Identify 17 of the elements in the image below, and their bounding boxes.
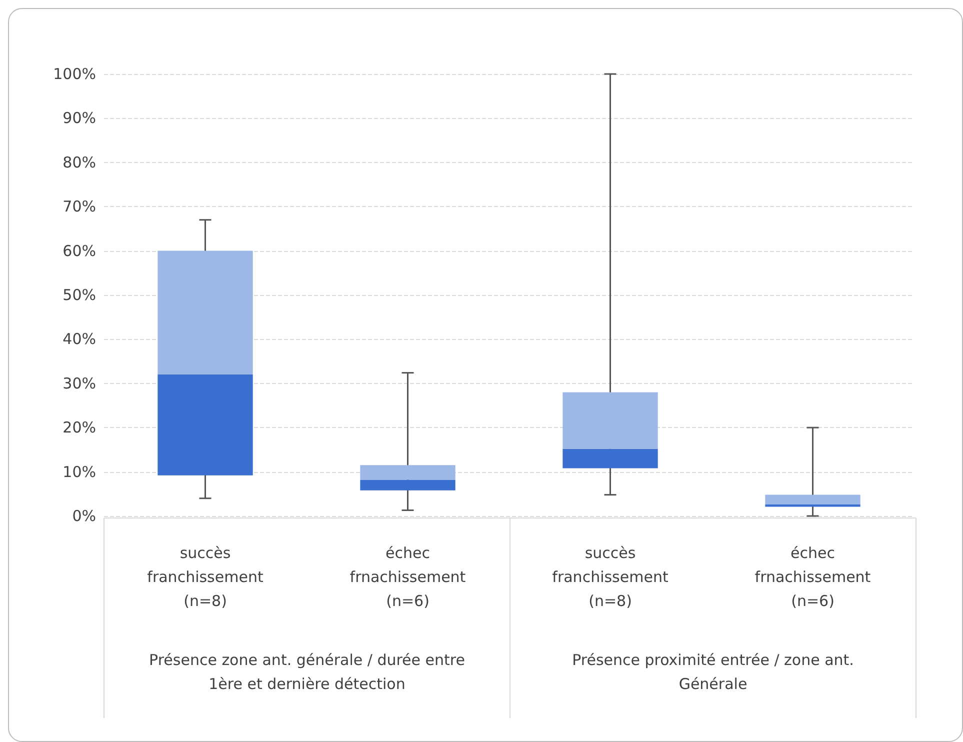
y-tick-label: 30% <box>62 374 96 392</box>
text: Présence proximité entrée / zone ant. Générale <box>572 651 854 693</box>
y-tick-label: 80% <box>62 153 96 172</box>
y-tick-label: 10% <box>62 462 96 481</box>
x-tick-label: succès franchissement (n=8) <box>147 544 264 610</box>
y-tick-label: 90% <box>62 109 96 128</box>
text: Présence zone ant. générale / durée entre 1ère et dernière détection <box>149 651 465 693</box>
x-tick-label: échec frnachissement (n=6) <box>350 544 466 610</box>
x-tick-label: échec frnachissement (n=6) <box>754 544 871 610</box>
y-tick-label: 70% <box>62 198 96 216</box>
y-tick-label: 50% <box>62 286 96 304</box>
y-tick-label: 40% <box>62 330 96 348</box>
y-tick-label: 0% <box>72 507 96 525</box>
y-tick-label: 20% <box>62 418 96 437</box>
x-tick-label: succès franchissement (n=8) <box>552 544 668 610</box>
y-tick-label: 60% <box>62 242 96 260</box>
y-tick-label: 100% <box>53 65 96 83</box>
